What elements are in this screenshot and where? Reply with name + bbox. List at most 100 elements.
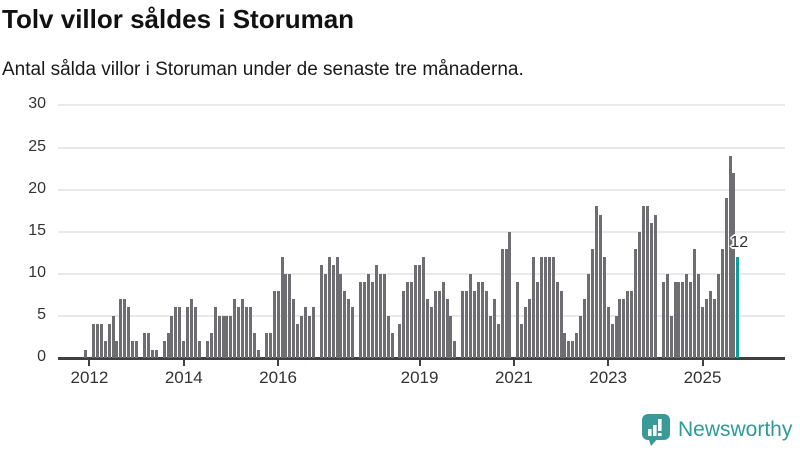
bar [681,282,685,358]
bar [162,341,166,358]
x-axis-tick [512,359,515,366]
chart-title: Tolv villor såldes i Storuman [2,4,355,34]
bar [378,273,382,358]
bar [284,273,288,358]
bar [551,256,555,358]
chart-subtitle: Antal sålda villor i Storuman under de s… [2,59,524,80]
bar [465,290,469,358]
bar [382,273,386,358]
bar [555,282,559,358]
bar [473,290,477,358]
bar [433,290,437,358]
bar [437,290,441,358]
x-axis-label: 2025 [683,368,722,387]
bar [190,299,194,358]
bar [418,265,422,358]
bar [701,307,704,358]
newsworthy-logo-icon [642,414,670,446]
gridline [58,272,785,275]
highlighted-bar [736,256,740,358]
gridline [58,314,785,317]
bar [410,282,414,358]
y-axis-label: 30 [28,95,46,113]
bar [311,307,315,358]
bar [598,214,602,358]
bar [154,349,158,358]
bar [524,307,528,358]
bar [500,248,504,358]
bar [296,324,300,358]
bar [480,282,484,358]
bar [488,315,492,358]
bar [528,299,532,358]
bar [343,290,347,358]
bar [484,290,488,358]
bar [665,273,669,358]
bar [634,248,638,358]
y-axis-label: 20 [28,179,46,197]
bar [288,273,292,358]
bar [327,256,331,358]
bar [115,341,119,358]
gridline [58,146,785,149]
bar [150,349,154,358]
y-axis-label: 5 [37,305,46,323]
x-axis-tick [182,359,185,366]
bar [103,341,107,358]
bar [304,307,308,358]
bar [583,299,587,358]
bar [351,307,355,358]
bar [563,332,567,358]
newsworthy-logo: Newsworthy [639,413,792,447]
bar [127,307,131,358]
bar [649,223,653,358]
x-axis-tick [607,359,610,366]
bar [689,282,693,358]
bar [359,282,363,358]
bar [339,273,343,358]
bar [532,256,536,358]
bar [469,273,473,358]
bar [319,265,323,358]
bar [245,307,249,358]
bar [221,315,225,358]
bar [429,307,433,358]
bar [178,307,182,358]
bar [547,256,551,358]
bar [142,332,146,358]
bar [712,299,716,358]
bar [249,307,253,358]
bar [559,290,563,358]
bar [571,341,575,358]
bar [268,332,272,358]
gridline [58,230,785,233]
y-axis-label: 25 [28,137,46,155]
bar [414,265,418,358]
bar [704,299,708,358]
x-axis-tick [88,359,91,366]
x-axis-tick [701,359,704,366]
bar [131,341,135,358]
bar [398,324,402,358]
bar [606,307,610,358]
bar [677,282,681,358]
bar [323,273,327,358]
bar [724,198,728,358]
bar [630,290,634,358]
bar [732,172,736,358]
bar [567,341,571,358]
gridline [58,188,785,191]
bar [508,231,512,358]
bar [182,341,186,358]
bar [347,299,351,358]
bar [653,214,657,358]
bar [335,256,339,358]
bar [449,315,453,358]
bar [693,248,697,358]
y-axis-label: 0 [37,348,46,365]
bar [84,349,87,358]
bar [166,332,170,358]
bar [95,324,99,358]
bar [406,282,410,358]
bar [697,273,701,358]
